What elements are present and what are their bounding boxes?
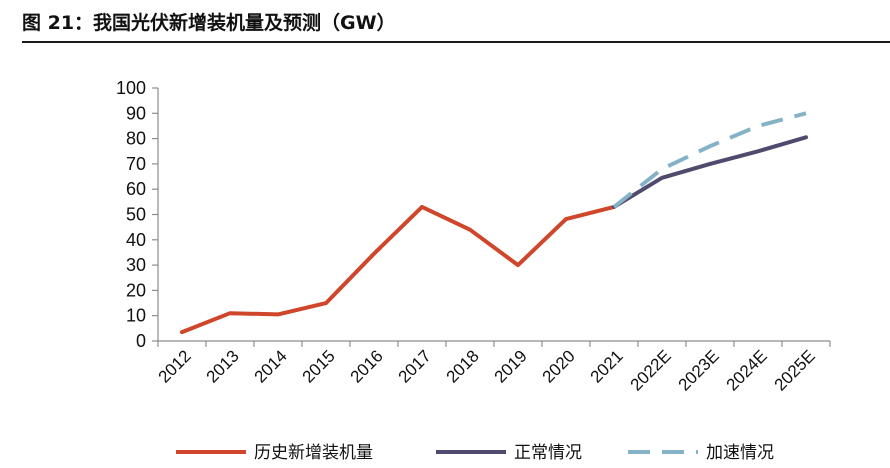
x-tick-label: 2019: [491, 346, 531, 386]
y-tick-label: 0: [136, 331, 146, 351]
x-tick-label: 2015: [299, 346, 339, 386]
chart-axes: [152, 87, 831, 347]
x-tick-label: 2014: [251, 346, 291, 386]
x-tick-label: 2024E: [723, 346, 771, 394]
legend-label-1: 历史新增装机量: [254, 443, 373, 463]
x-tick-label: 2018: [443, 346, 483, 386]
x-tick-label: 2017: [395, 346, 435, 386]
y-tick-label: 10: [126, 306, 146, 326]
y-tick-label: 90: [126, 103, 146, 123]
x-tick-label: 2025E: [771, 346, 819, 394]
x-tick-label: 2022E: [627, 346, 675, 394]
x-tick-label: 2020: [539, 346, 579, 386]
y-tick-label: 100: [116, 78, 146, 98]
series-lines: [180, 111, 808, 335]
y-axis-tick-labels: 0 10 20 30 40 50 60 70 80 90 100: [116, 78, 146, 351]
series-line-3: [612, 111, 807, 209]
x-tick-label: 2021: [587, 346, 627, 386]
y-tick-label: 80: [126, 129, 146, 149]
y-tick-label: 30: [126, 255, 146, 275]
legend-label-2: 正常情况: [514, 443, 582, 463]
y-tick-label: 60: [126, 179, 146, 199]
figure-title: 图 21：我国光伏新增装机量及预测（GW）: [22, 12, 396, 34]
y-tick-label: 20: [126, 280, 146, 300]
series-line-1: [180, 204, 616, 335]
chart-legend: 历史新增装机量 正常情况 加速情况: [176, 443, 774, 463]
y-tick-label: 40: [126, 230, 146, 250]
y-tick-label: 70: [126, 154, 146, 174]
x-tick-label: 2012: [155, 346, 195, 386]
x-tick-label: 2023E: [675, 346, 723, 394]
series-line-2: [612, 135, 808, 209]
x-tick-label: 2013: [203, 346, 243, 386]
x-tick-label: 2016: [347, 346, 387, 386]
y-tick-label: 50: [126, 205, 146, 225]
title-divider: [22, 41, 890, 43]
legend-label-3: 加速情况: [706, 443, 774, 463]
x-axis-tick-labels: 2012 2013 2014 2015 2016 2017 2018 2019 2020 2021…: [155, 346, 819, 394]
